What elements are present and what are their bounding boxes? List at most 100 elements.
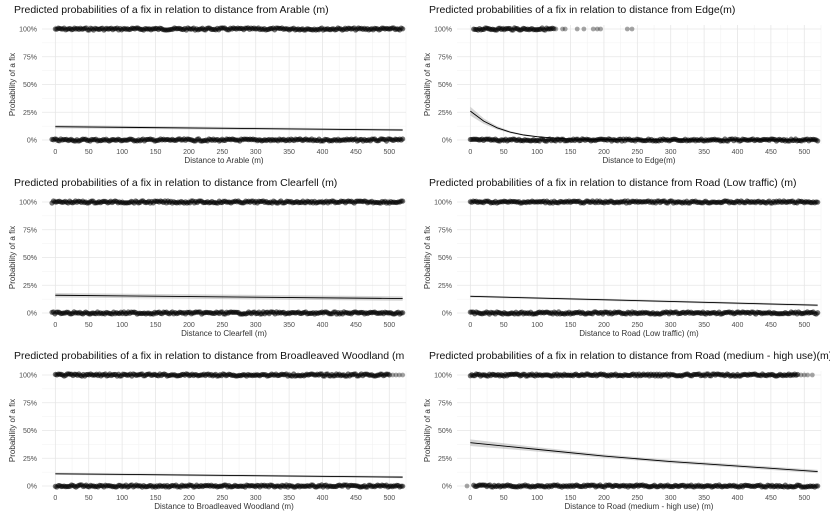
chart-title: Predicted probabilities of a fix in rela… (14, 177, 338, 189)
point (805, 372, 811, 378)
y-tick-labels: 0% 25% 50% 75% 100% (434, 200, 452, 318)
y-tick-labels: 0% 25% 50% 75% 100% (434, 373, 452, 491)
x-tick-label: 250 (216, 149, 228, 156)
y-tick-label: 25% (438, 283, 452, 290)
y-tick-label: 0% (27, 138, 37, 145)
point (386, 372, 392, 378)
y-axis-label: Probability of a fix (423, 53, 432, 116)
grid (42, 371, 407, 490)
x-tick-label: 500 (383, 322, 395, 329)
x-tick-label: 200 (183, 495, 195, 502)
points-at-0 (49, 309, 406, 317)
point (815, 199, 821, 205)
x-tick-label: 500 (798, 495, 810, 502)
x-tick-label: 250 (631, 495, 643, 502)
chart-panel-2: Predicted probabilities of a fix in rela… (415, 0, 830, 173)
x-tick-label: 400 (732, 149, 744, 156)
chart-svg: 0% 25% 50% 75% 100% 0 50 100 150 200 250 300 350 400 4… (423, 198, 822, 338)
point (629, 26, 635, 32)
x-tick-label: 400 (317, 149, 329, 156)
y-tick-labels: 0% 25% 50% 75% 100% (19, 373, 37, 491)
point (551, 26, 557, 32)
point (809, 372, 815, 378)
chart-svg: 0% 25% 50% 75% 100% 0 50 100 150 200 250 300 350 400 4… (423, 371, 822, 511)
x-tick-label: 250 (216, 495, 228, 502)
y-tick-label: 75% (23, 227, 37, 234)
chart-svg: 0% 25% 50% 75% 100% 0 50 100 150 200 250 300 350 400 4… (423, 25, 822, 165)
grid (457, 371, 822, 490)
x-tick-label: 450 (350, 149, 362, 156)
y-tick-label: 25% (438, 110, 452, 117)
x-tick-label: 250 (631, 149, 643, 156)
x-tick-label: 100 (116, 322, 128, 329)
point (560, 26, 565, 32)
point (574, 26, 580, 32)
point (396, 372, 402, 378)
data-points (467, 198, 821, 317)
y-tick-label: 25% (438, 456, 452, 463)
x-tick-label: 0 (468, 149, 472, 156)
point (795, 371, 801, 378)
x-tick-label: 250 (631, 322, 643, 329)
x-tick-label: 450 (765, 322, 777, 329)
y-tick-label: 100% (434, 200, 452, 207)
y-axis-label: Probability of a fix (8, 399, 17, 462)
data-points (49, 198, 406, 317)
x-tick-label: 150 (565, 322, 577, 329)
y-tick-label: 25% (23, 456, 37, 463)
x-axis-label: Distance to Road (medium - high use) (m) (565, 502, 714, 511)
y-tick-label: 50% (23, 428, 37, 435)
grid (457, 25, 822, 144)
x-tick-label: 0 (53, 149, 57, 156)
y-tick-label: 50% (23, 255, 37, 262)
y-tick-label: 100% (19, 27, 37, 34)
x-tick-label: 400 (732, 322, 744, 329)
data-points (49, 25, 406, 144)
x-tick-label: 400 (317, 495, 329, 502)
point (798, 372, 804, 378)
x-tick-label: 350 (283, 149, 295, 156)
points-at-100 (52, 25, 406, 33)
x-tick-label: 100 (116, 149, 128, 156)
point (393, 372, 399, 378)
x-tick-label: 100 (531, 495, 543, 502)
y-tick-labels: 0% 25% 50% 75% 100% (19, 27, 37, 145)
point (815, 310, 821, 316)
x-tick-label: 50 (85, 322, 93, 329)
point (581, 26, 587, 32)
x-tick-label: 100 (531, 149, 543, 156)
x-tick-label: 400 (317, 322, 329, 329)
point (400, 26, 406, 32)
x-tick-label: 150 (565, 495, 577, 502)
confidence-band (470, 439, 818, 474)
y-tick-label: 75% (438, 54, 452, 61)
points-at-0 (49, 136, 406, 144)
x-tick-label: 200 (598, 149, 610, 156)
x-axis-label: Distance to Road (Low traffic) (m) (579, 329, 699, 338)
y-tick-label: 50% (438, 255, 452, 262)
y-tick-label: 75% (23, 54, 37, 61)
x-tick-label: 250 (216, 322, 228, 329)
y-tick-label: 50% (438, 82, 452, 89)
x-tick-label: 200 (183, 322, 195, 329)
fit-line (470, 295, 818, 306)
y-tick-label: 0% (442, 484, 452, 491)
fit-line (470, 442, 818, 473)
points-at-100 (52, 371, 406, 379)
point (400, 483, 406, 489)
y-tick-label: 75% (438, 227, 452, 234)
point (590, 26, 596, 32)
y-tick-label: 75% (438, 400, 452, 407)
chart-svg: 0% 25% 50% 75% 100% 0 50 100 150 200 250 300 350 400 4… (8, 25, 407, 165)
point (624, 26, 630, 32)
y-tick-label: 0% (442, 311, 452, 318)
x-axis-label: Distance to Broadleaved Woodland (m) (154, 502, 294, 511)
x-tick-label: 350 (698, 322, 710, 329)
point (815, 138, 821, 144)
x-tick-label: 500 (383, 495, 395, 502)
x-tick-label: 200 (598, 322, 610, 329)
y-axis-label: Probability of a fix (423, 226, 432, 289)
x-tick-label: 50 (85, 149, 93, 156)
x-tick-label: 400 (732, 495, 744, 502)
